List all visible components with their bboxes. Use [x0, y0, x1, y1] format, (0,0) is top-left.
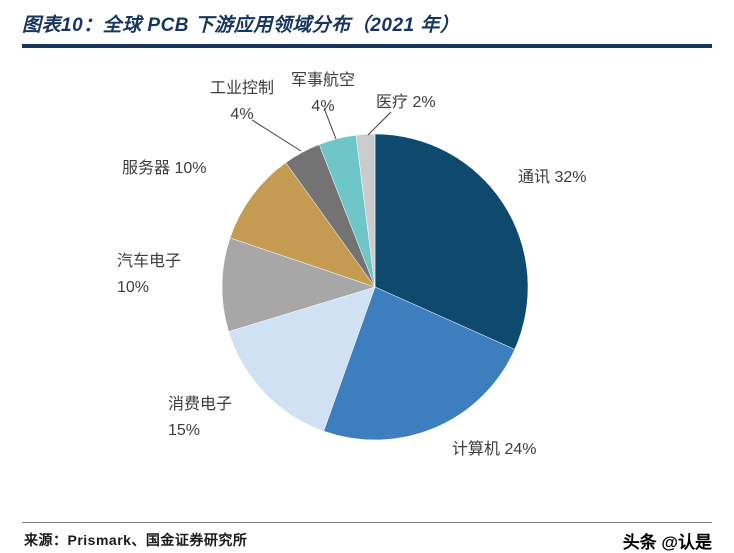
pie-label-communication: 通讯 32% — [518, 169, 587, 186]
pie-label-consumer-electronics: 消费电子 15% — [168, 396, 233, 439]
watermark: 头条 @认是 — [622, 533, 712, 552]
pie-label-computer: 计算机 24% — [452, 441, 537, 458]
leader-line — [251, 119, 302, 152]
pie-slice-computer — [323, 286, 516, 441]
pie-slice-consumer-electronics — [228, 286, 376, 432]
pie-slice-medical — [355, 133, 376, 288]
pie-slice-communication — [374, 133, 529, 350]
leader-line — [367, 111, 392, 136]
leader-line — [323, 107, 337, 140]
footer-rule — [22, 522, 712, 523]
pie-label-automotive-electronics: 汽车电子 10% — [117, 253, 182, 296]
pie-label-industrial-control: 工业控制 4% — [209, 80, 275, 123]
pie-label-military-aerospace: 军事航空 4% — [290, 72, 356, 115]
pie-slice-automotive-electronics — [221, 237, 376, 332]
title-underline — [22, 44, 712, 48]
pie-label-medical: 医疗 2% — [376, 94, 436, 111]
pie-slice-server — [229, 162, 376, 288]
figure-title: 图表10：全球 PCB 下游应用领域分布（2021 年） — [22, 15, 460, 36]
pie-label-server: 服务器 10% — [122, 160, 207, 177]
source-text: 来源：Prismark、国金证券研究所 — [24, 532, 248, 548]
